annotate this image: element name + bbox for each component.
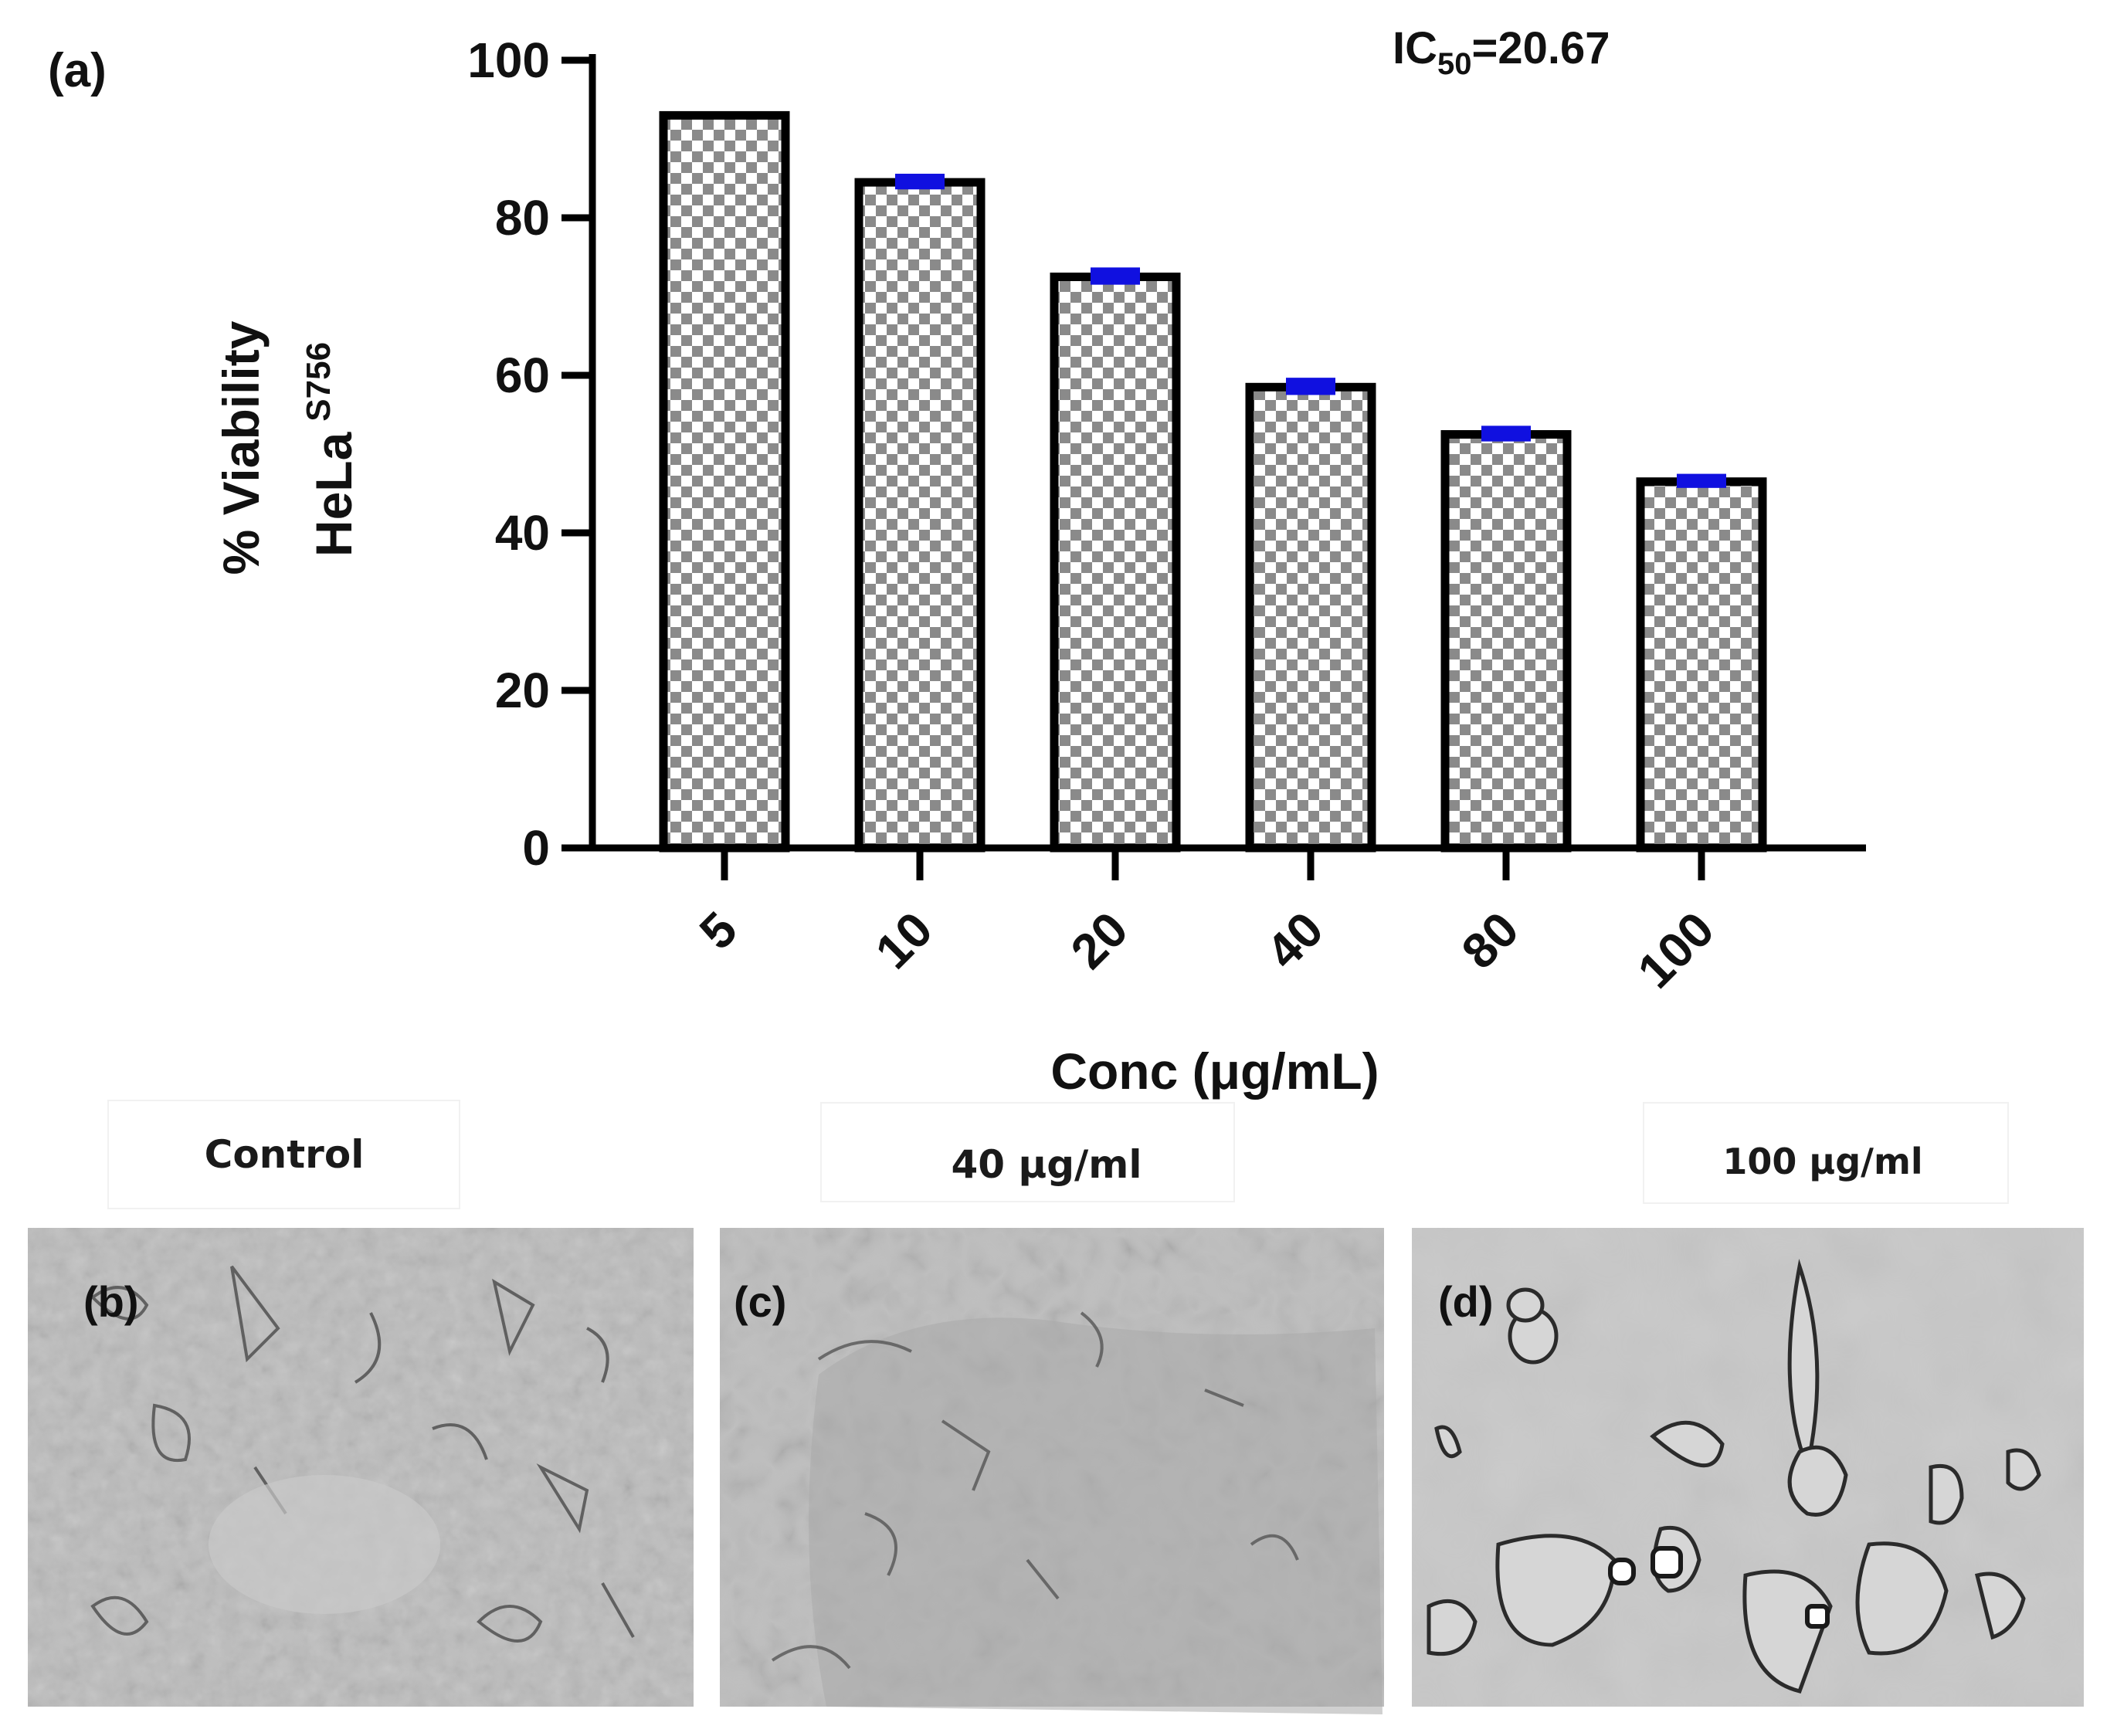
y-axis-cell-superscript: S756 bbox=[300, 342, 338, 422]
micrograph-control bbox=[28, 1228, 694, 1707]
error-bar-80 bbox=[1481, 426, 1531, 442]
y-axis-title-line2: HeLa S756 bbox=[300, 342, 362, 557]
micrograph-label-c: (c) bbox=[734, 1277, 786, 1326]
x-tick-label-5: 5 bbox=[689, 901, 748, 960]
x-tick-label-80: 80 bbox=[1451, 901, 1529, 979]
bar-40 bbox=[1245, 382, 1376, 853]
ic50-value: =20.67 bbox=[1472, 23, 1610, 73]
bar-100 bbox=[1636, 477, 1767, 853]
y-tick-label-40: 40 bbox=[495, 505, 550, 561]
y-tick-label-100: 100 bbox=[467, 32, 550, 88]
bar-20 bbox=[1050, 273, 1181, 853]
error-bar-10 bbox=[895, 173, 945, 190]
bars-group bbox=[659, 110, 1767, 853]
y-axis-title-line1: % Viability bbox=[212, 320, 270, 575]
caption-box-100 bbox=[1643, 1102, 2009, 1204]
caption-box-control bbox=[107, 1100, 460, 1209]
micrograph-40 bbox=[720, 1228, 1384, 1714]
error-bar-100 bbox=[1677, 473, 1726, 488]
micrograph-100 bbox=[1412, 1228, 2084, 1707]
x-tick-label-40: 40 bbox=[1256, 901, 1334, 979]
caption-40: 40 μg/ml bbox=[951, 1142, 1142, 1187]
y-tick-label-60: 60 bbox=[495, 348, 550, 403]
error-bar-40 bbox=[1286, 378, 1335, 395]
y-tick-label-0: 0 bbox=[522, 820, 550, 876]
y-ticks-group: 0 20 40 60 80 100 bbox=[467, 32, 592, 876]
y-axis-subtitle: HeLa S756 bbox=[300, 342, 362, 557]
y-tick-label-20: 20 bbox=[495, 663, 550, 718]
panel-label-a: (a) bbox=[48, 44, 107, 97]
x-tick-label-100: 100 bbox=[1627, 901, 1724, 999]
y-tick-label-80: 80 bbox=[495, 190, 550, 246]
ic50-prefix: IC bbox=[1393, 23, 1437, 73]
bar-80 bbox=[1440, 430, 1572, 853]
bar-10 bbox=[854, 178, 986, 853]
error-bars-group bbox=[895, 173, 1726, 488]
caption-box-40 bbox=[820, 1102, 1235, 1202]
ic50-subscript: 50 bbox=[1437, 47, 1472, 81]
x-tick-label-20: 20 bbox=[1060, 901, 1138, 979]
micrograph-label-d: (d) bbox=[1438, 1277, 1494, 1326]
ic50-annotation: IC50=20.67 bbox=[1393, 23, 1610, 81]
bar-5 bbox=[659, 110, 790, 853]
x-tick-label-10: 10 bbox=[865, 901, 943, 979]
y-axis-title: % Viability bbox=[212, 320, 270, 575]
caption-100: 100 μg/ml bbox=[1722, 1141, 1922, 1182]
x-axis-title: Conc (μg/mL) bbox=[1050, 1043, 1379, 1100]
bar-chart: 0 20 40 60 80 100 5 10 20 40 80 100 bbox=[467, 32, 1866, 999]
y-axis-cell-line: HeLa bbox=[305, 431, 362, 557]
x-ticks-group: 5 10 20 40 80 100 bbox=[689, 848, 1725, 999]
micrograph-label-b: (b) bbox=[83, 1277, 139, 1326]
caption-control: Control bbox=[205, 1132, 365, 1177]
error-bar-20 bbox=[1091, 267, 1140, 285]
